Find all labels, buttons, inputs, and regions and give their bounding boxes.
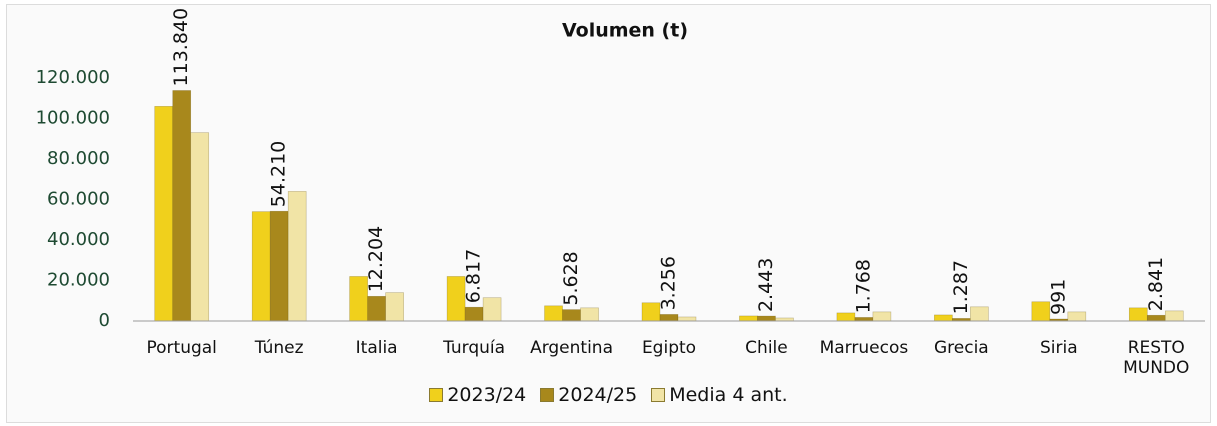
x-tick-label: Turquía: [443, 338, 506, 358]
x-tick-label: Argentina: [530, 338, 613, 358]
data-label: 113.840: [170, 8, 192, 87]
legend-swatch: [651, 388, 666, 402]
legend-swatch: [429, 388, 444, 402]
bar: [580, 307, 599, 322]
legend-label: Media 4 ant.: [669, 384, 788, 406]
data-label: 991: [1047, 279, 1069, 315]
legend-item: 2023/24: [429, 384, 526, 406]
data-label: 12.204: [365, 226, 387, 292]
y-tick-label: 60.000: [47, 189, 110, 210]
bar: [872, 311, 892, 322]
y-tick-label: 0: [99, 310, 110, 331]
bar: [190, 132, 210, 322]
x-tick-label: Italia: [355, 338, 398, 358]
bar: [677, 316, 697, 322]
legend-label: 2023/24: [447, 384, 527, 406]
y-tick-label: 40.000: [47, 229, 110, 250]
y-tick-label: 20.000: [47, 270, 110, 291]
y-tick-label: 120.000: [36, 67, 110, 88]
data-label: 6.817: [463, 249, 485, 303]
y-tick-label: 100.000: [36, 108, 110, 129]
x-tick-label: Siria: [1039, 338, 1078, 358]
bar: [464, 306, 484, 322]
data-label: 5.628: [560, 251, 582, 305]
bar: [269, 210, 289, 322]
bar: [562, 309, 581, 322]
legend-item: Media 4 ant.: [651, 384, 788, 406]
data-label: 2.841: [1145, 257, 1167, 311]
bar: [1067, 311, 1087, 322]
legend-label: 2024/25: [558, 384, 638, 406]
x-tick-label: RESTO MUNDO: [1123, 338, 1190, 378]
x-tick-label: Túnez: [254, 338, 304, 358]
bar: [739, 315, 758, 322]
x-tick-label: Portugal: [146, 338, 217, 358]
bar: [251, 211, 271, 322]
bar: [854, 317, 874, 322]
legend: 2023/24 2024/25 Media 4 ant.: [0, 384, 1217, 406]
legend-swatch: [540, 388, 555, 402]
bar: [757, 315, 776, 322]
x-tick-label: Marruecos: [819, 338, 909, 358]
data-label: 1.287: [950, 260, 972, 314]
chart-title: Volumen (t): [562, 20, 688, 42]
bar: [482, 297, 502, 322]
bar: [154, 106, 174, 322]
legend-item: 2024/25: [540, 384, 637, 406]
bar: [1146, 314, 1166, 322]
data-label: 2.443: [755, 258, 777, 312]
bar: [385, 292, 404, 322]
bar: [367, 295, 386, 322]
bar: [172, 90, 192, 322]
bar: [544, 305, 563, 322]
x-tick-label: Egipto: [641, 338, 697, 358]
bar: [934, 314, 953, 322]
data-label: 54.210: [268, 141, 290, 207]
bar: [970, 306, 989, 322]
data-label: 3.256: [658, 256, 680, 310]
bar: [659, 314, 679, 322]
data-label: 1.768: [852, 259, 874, 313]
bar: [287, 191, 307, 322]
y-tick-label: 80.000: [47, 148, 110, 169]
x-tick-label: Chile: [745, 338, 788, 358]
bar: [1164, 310, 1184, 322]
x-tick-label: Grecia: [933, 338, 989, 358]
